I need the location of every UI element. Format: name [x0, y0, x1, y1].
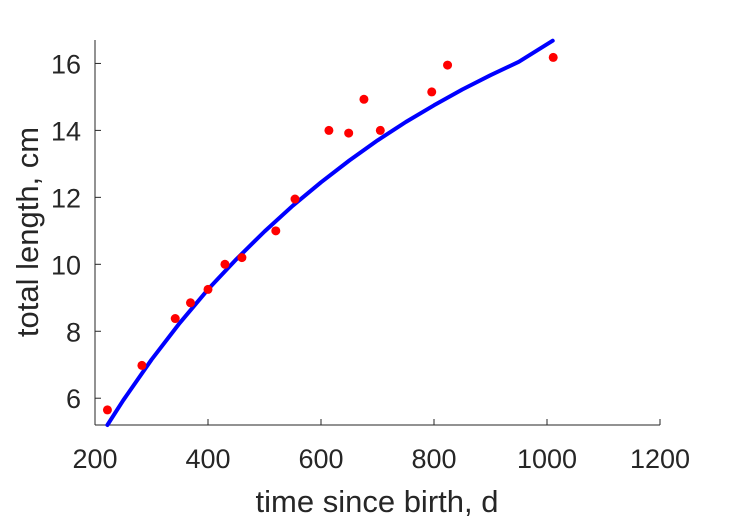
data-point	[271, 226, 281, 236]
x-ticks: 200 400 600 800 1000 1200	[72, 419, 690, 474]
data-point	[427, 87, 437, 97]
x-tick-label: 1000	[517, 444, 577, 474]
x-tick-label: 600	[298, 444, 343, 474]
y-ticks: 6 8 10 12 14 16	[51, 49, 101, 414]
data-point	[375, 125, 385, 135]
x-tick-label: 800	[411, 444, 456, 474]
x-tick-label: 200	[72, 444, 117, 474]
data-point	[137, 360, 147, 370]
data-point	[290, 194, 300, 204]
data-point	[203, 284, 213, 294]
data-point	[359, 94, 369, 104]
y-tick-label: 10	[51, 250, 81, 280]
data-point	[443, 60, 453, 70]
y-tick-label: 6	[66, 384, 81, 414]
data-point	[102, 405, 112, 415]
x-axis-label: time since birth, d	[256, 484, 499, 519]
data-point	[324, 125, 334, 135]
fit-curve	[105, 38, 555, 427]
data-point	[185, 298, 195, 308]
y-axis-label: total length, cm	[10, 127, 45, 337]
x-tick-label: 400	[185, 444, 230, 474]
data-point	[170, 314, 180, 324]
data-point	[344, 128, 354, 138]
y-tick-label: 8	[66, 317, 81, 347]
y-tick-label: 16	[51, 49, 81, 79]
data-point	[237, 253, 247, 263]
axes	[94, 40, 660, 426]
y-tick-label: 14	[51, 116, 81, 146]
data-point	[220, 259, 230, 269]
y-tick-label: 12	[51, 183, 81, 213]
plot-area	[102, 38, 558, 427]
x-tick-label: 1200	[630, 444, 690, 474]
data-point	[548, 52, 558, 62]
